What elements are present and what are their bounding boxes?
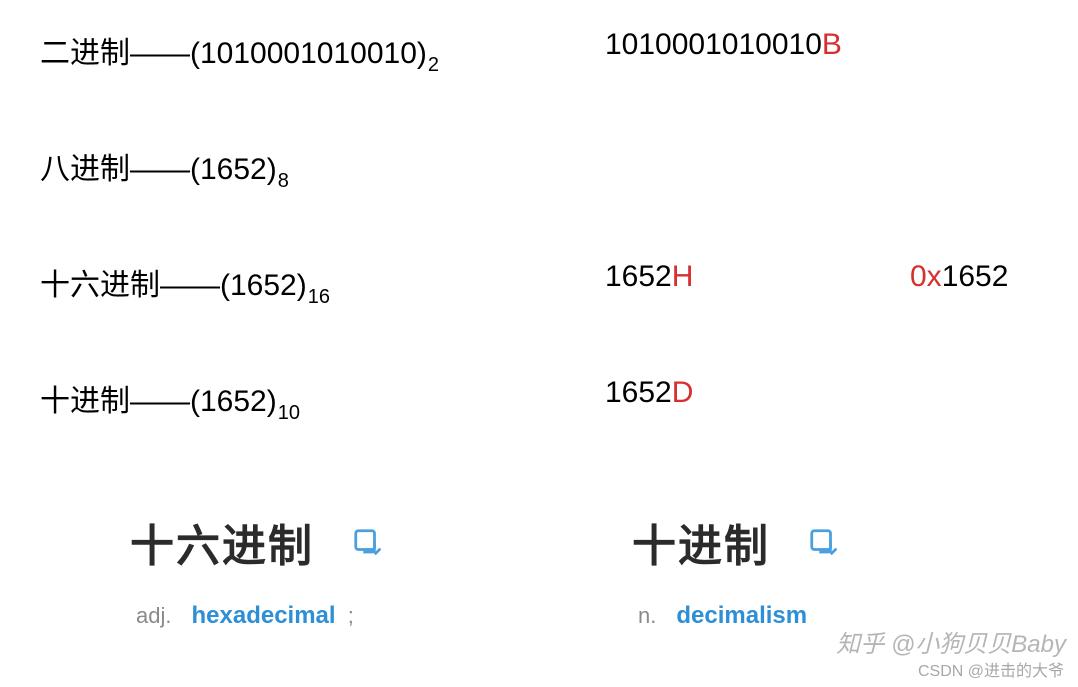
subscript-binary: 2	[428, 54, 439, 77]
alt-decimal: 1652D	[605, 376, 693, 410]
dict-decimal: 十进制 n. decimalism	[632, 510, 838, 630]
value-hex: (1652)	[220, 269, 307, 303]
notation-list: 二进制—— (1010001010010) 2 1010001010010B 八…	[0, 0, 1078, 630]
dict-hex-title: 十六进制	[130, 510, 314, 574]
term-decimalism: decimalism	[676, 602, 807, 630]
row-binary: 二进制—— (1010001010010) 2 1010001010010B	[40, 28, 1038, 72]
copy-icon[interactable]	[352, 527, 382, 557]
subscript-decimal: 10	[278, 402, 300, 425]
alt-hex-suffix: 1652H	[605, 260, 693, 294]
label-decimal: 十进制——	[40, 376, 190, 420]
subscript-hex: 16	[308, 286, 330, 309]
value-binary: (1010001010010)	[190, 37, 427, 71]
copy-icon[interactable]	[808, 527, 838, 557]
pos-n: n.	[638, 603, 656, 629]
label-binary: 二进制——	[40, 28, 190, 72]
term-hexadecimal: hexadecimal	[191, 602, 335, 629]
label-hex: 十六进制——	[40, 260, 220, 304]
alt-hex-prefix: 0x1652	[910, 260, 1008, 294]
row-decimal: 十进制—— (1652) 10 1652D	[40, 376, 1038, 420]
dict-decimal-title: 十进制	[632, 510, 770, 574]
watermark-csdn: CSDN @进击的大爷	[918, 657, 1064, 681]
dictionary-section: 十六进制 adj. hexadecimal ; 十进制	[40, 510, 1038, 630]
row-hex: 十六进制—— (1652) 16 1652H 0x1652	[40, 260, 1038, 304]
dict-decimal-def: n. decimalism	[632, 602, 838, 630]
value-decimal: (1652)	[190, 385, 277, 419]
pos-adj: adj.	[136, 603, 171, 629]
subscript-octal: 8	[278, 170, 289, 193]
alt-binary: 1010001010010B	[605, 28, 842, 62]
value-octal: (1652)	[190, 153, 277, 187]
row-octal: 八进制—— (1652) 8	[40, 144, 1038, 188]
dict-hex-def: adj. hexadecimal ;	[130, 602, 382, 630]
label-octal: 八进制——	[40, 144, 190, 188]
dict-hex: 十六进制 adj. hexadecimal ;	[130, 510, 382, 630]
